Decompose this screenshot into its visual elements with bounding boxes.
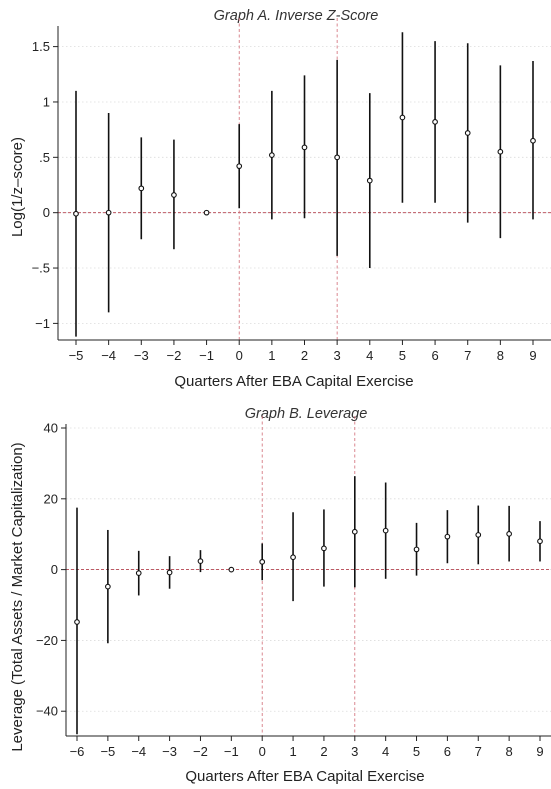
panel-b-y-axis-label: Leverage (Total Assets / Market Capitali… [9,442,26,751]
x-tick-label: 6 [431,348,438,363]
point-estimate [228,566,235,573]
panel-a-title: Graph A. Inverse Z-Score [214,8,379,24]
panel-a-x-axis: −5 −4 −3 −2 −1 0 1 2 3 4 5 6 7 8 9 [58,339,551,363]
point-estimate [530,137,536,144]
point-estimate [497,148,504,155]
x-tick-label: −3 [162,744,177,759]
point-estimate [203,209,210,216]
y-tick-label: −.5 [32,261,50,276]
point-estimate [290,554,296,561]
point-estimate [73,210,79,217]
panel-b-x-axis-label: Quarters After EBA Capital Exercise [185,768,424,785]
panel-b-title: Graph B. Leverage [245,406,368,422]
y-tick-label: 0 [51,562,58,577]
point-estimate [197,558,204,564]
point-estimate [105,583,111,590]
x-tick-label: −5 [100,744,115,759]
point-estimate [475,532,482,538]
point-estimate [138,185,145,192]
y-tick-label: 40 [44,421,58,436]
x-tick-label: 2 [320,744,327,759]
x-tick-label: 4 [366,348,373,363]
x-tick-label: −6 [70,744,85,759]
x-tick-label: −1 [199,348,214,363]
x-tick-label: 0 [236,348,243,363]
panel-inverse-z-score: Graph A. Inverse Z-Score 1.51.50−.5−1 −5… [9,8,551,390]
x-tick-label: −1 [224,744,239,759]
x-tick-label: −2 [193,744,208,759]
x-tick-label: −5 [69,348,84,363]
point-estimate [171,192,177,198]
y-tick-label: 20 [44,491,58,506]
point-estimate [444,533,451,540]
point-estimate [321,545,327,552]
y-tick-label: −20 [36,633,58,648]
point-estimate [399,114,406,121]
x-tick-label: 7 [464,348,471,363]
x-tick-label: 5 [399,348,406,363]
y-tick-label: −40 [36,704,58,719]
panel-a-x-axis-label: Quarters After EBA Capital Exercise [174,373,413,390]
x-tick-label: −2 [167,348,182,363]
point-estimate [464,130,471,136]
y-tick-label: −1 [35,316,50,331]
x-tick-label: 9 [529,348,536,363]
point-estimate [269,152,275,158]
point-estimate [259,558,266,565]
x-tick-label: −4 [101,348,116,363]
y-tick-label: 0 [43,205,50,220]
point-estimate [351,528,358,535]
panel-b-marks [74,476,543,735]
point-estimate [166,569,173,576]
panel-b-y-axis: 40 20 0 −20 −40 [36,421,67,736]
point-estimate [366,177,373,184]
x-tick-label: 3 [351,744,358,759]
point-estimate [506,531,512,537]
point-estimate [236,163,243,170]
y-tick-label: .5 [39,150,50,165]
y-tick-label: 1 [43,94,50,109]
panel-a-marks [73,32,536,337]
point-estimate [301,144,308,151]
x-tick-label: 0 [259,744,266,759]
x-tick-label: 8 [506,744,513,759]
point-estimate [432,119,438,125]
point-estimate [135,570,142,576]
x-tick-label: 9 [536,744,543,759]
x-tick-label: −3 [134,348,149,363]
x-tick-label: 5 [413,744,420,759]
panel-b-x-axis: −6 −5 −4 −3 −2 −1 0 1 2 3 4 5 6 7 8 9 [66,735,551,759]
point-estimate [413,546,420,553]
x-tick-label: 1 [289,744,296,759]
x-tick-label: 3 [334,348,341,363]
y-tick-label: 1.5 [32,39,50,54]
x-tick-label: 1 [268,348,275,363]
point-estimate [382,527,389,534]
panel-a-y-axis: 1.51.50−.5−1 [32,26,59,340]
x-tick-label: 8 [497,348,504,363]
point-estimate [74,619,80,625]
panel-a-y-axis-label: Log(1/z–score) [9,137,26,237]
x-tick-label: 6 [444,744,451,759]
x-tick-label: 7 [475,744,482,759]
x-tick-label: −4 [131,744,146,759]
point-estimate [537,538,543,545]
point-estimate [105,209,112,216]
x-tick-label: 4 [382,744,389,759]
x-tick-label: 2 [301,348,308,363]
point-estimate [334,154,340,161]
